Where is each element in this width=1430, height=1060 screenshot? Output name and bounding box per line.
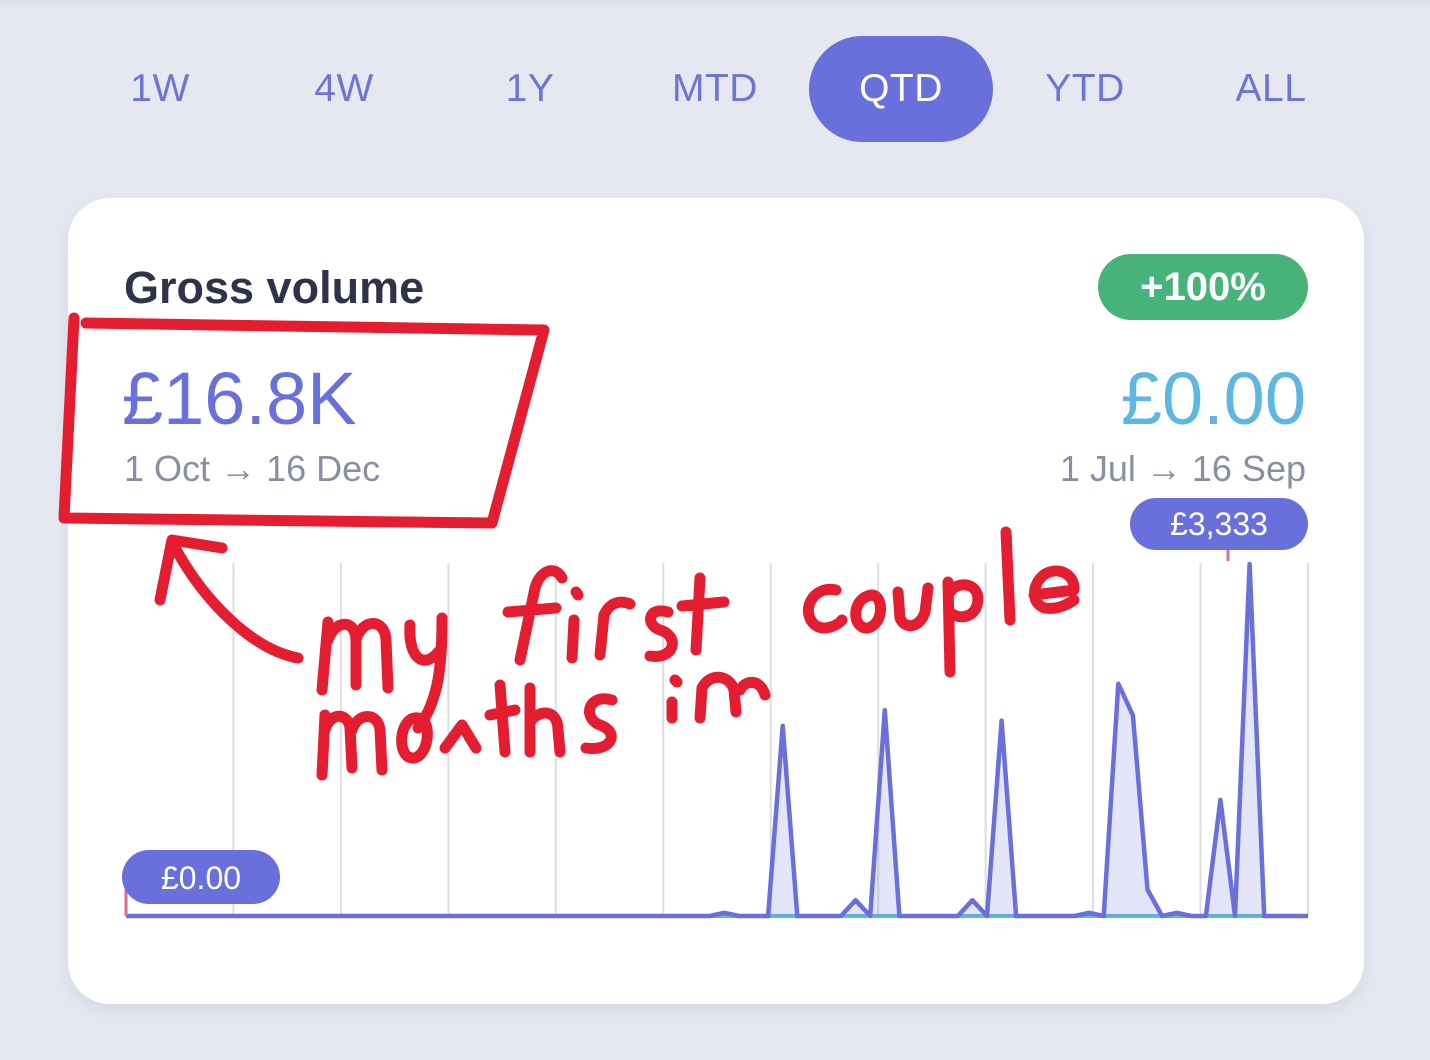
tab-ytd[interactable]: YTD — [1045, 67, 1125, 110]
start-value-pill: £0.00 — [122, 850, 280, 904]
previous-range-end: 16 Sep — [1191, 448, 1306, 489]
max-value-pill: £3,333 — [1130, 498, 1308, 550]
tab-qtd[interactable]: QTD — [809, 36, 993, 142]
tab-4w[interactable]: 4W — [314, 67, 374, 110]
max-value-label: £3,333 — [1170, 506, 1268, 542]
change-badge: +100% — [1098, 254, 1308, 320]
current-period-area — [126, 564, 1308, 916]
start-value-label: £0.00 — [161, 860, 241, 896]
tab-mtd[interactable]: MTD — [672, 67, 758, 110]
top-edge — [0, 0, 1430, 14]
period-tabs: 1W 4W 1Y MTD QTD YTD ALL — [0, 0, 1430, 180]
current-period-line — [126, 561, 1308, 919]
gross-volume-card[interactable]: Gross volume +100% £16.8K 1 Oct → 16 Dec… — [68, 198, 1364, 1004]
gross-volume-chart[interactable]: £3,333 £0.00 — [68, 198, 1364, 1004]
tab-1y[interactable]: 1Y — [505, 67, 555, 110]
arrow-right-icon: → — [1145, 448, 1182, 489]
card-title: Gross volume — [124, 262, 425, 313]
tab-1w[interactable]: 1W — [130, 67, 190, 110]
tab-all[interactable]: ALL — [1235, 67, 1307, 110]
previous-range-start: 1 Jul — [1059, 448, 1136, 489]
previous-period-range: 1 Jul → 16 Sep — [1060, 448, 1306, 490]
previous-period-value: £0.00 — [1120, 357, 1306, 440]
